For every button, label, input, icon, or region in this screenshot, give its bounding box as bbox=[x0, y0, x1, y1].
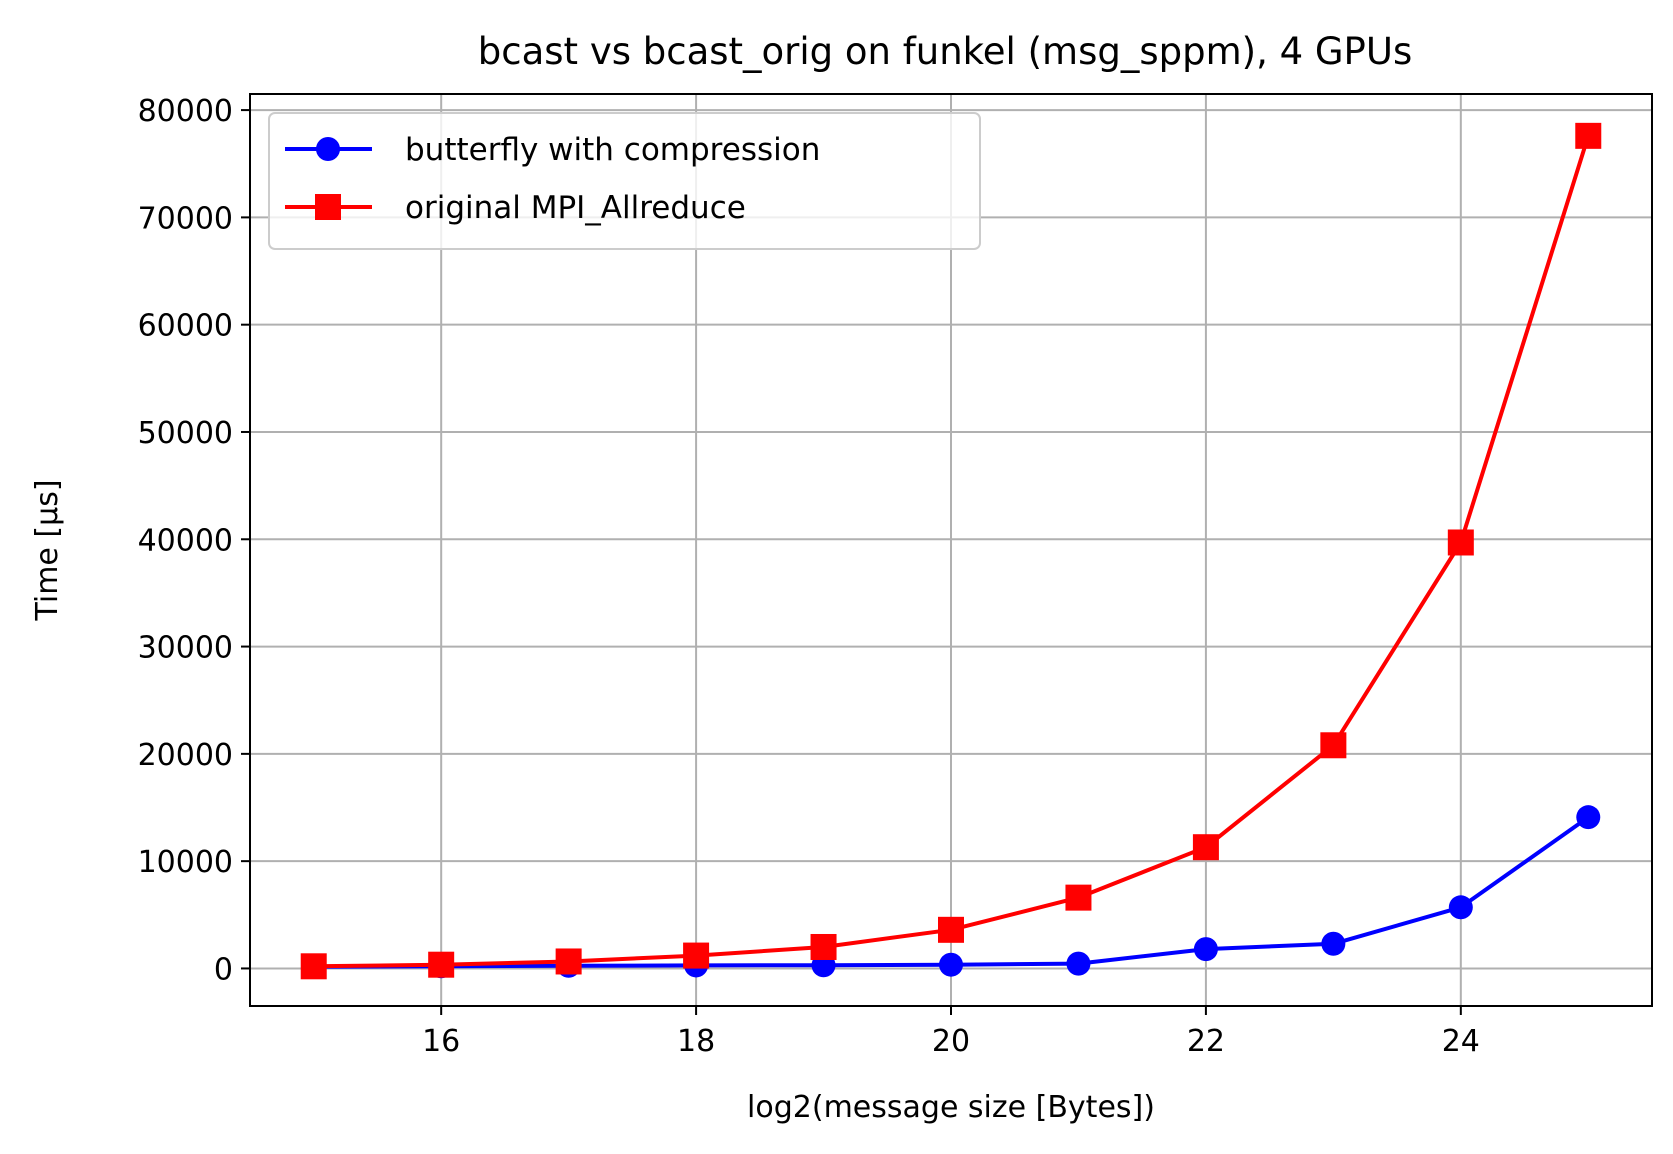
y-tick-label: 80000 bbox=[138, 94, 233, 129]
y-tick-label: 0 bbox=[214, 952, 233, 987]
x-tick-label: 18 bbox=[677, 1024, 715, 1059]
data-point bbox=[428, 951, 455, 978]
x-tick-label: 22 bbox=[1187, 1024, 1225, 1059]
legend-box bbox=[268, 112, 981, 250]
x-tick-label: 20 bbox=[932, 1024, 970, 1059]
data-point bbox=[1575, 122, 1602, 149]
data-point bbox=[1576, 805, 1601, 830]
legend-items: butterfly with compression original MPI_A… bbox=[285, 132, 820, 226]
legend-label: butterfly with compression bbox=[405, 132, 820, 168]
y-tick-label: 40000 bbox=[138, 523, 233, 558]
y-tick-label: 50000 bbox=[138, 416, 233, 451]
chart-title: bcast vs bcast_orig on funkel (msg_sppm)… bbox=[478, 30, 1412, 73]
data-point bbox=[683, 942, 710, 969]
legend-item-butterfly-compression: butterfly with compression bbox=[285, 132, 820, 168]
series-original-mpi-allreduce bbox=[300, 122, 1602, 980]
plot-series bbox=[300, 122, 1602, 980]
legend: butterfly with compression original MPI_A… bbox=[268, 112, 981, 250]
legend-label: original MPI_Allreduce bbox=[405, 190, 746, 226]
data-point bbox=[1320, 732, 1347, 759]
y-axis-label: Time [µs] bbox=[30, 479, 65, 621]
data-point bbox=[810, 933, 837, 960]
y-tick-label: 10000 bbox=[138, 845, 233, 880]
x-axis-label: log2(message size [Bytes]) bbox=[747, 1090, 1155, 1125]
data-point bbox=[1066, 951, 1091, 976]
data-point bbox=[555, 948, 582, 975]
y-tick-label: 20000 bbox=[138, 738, 233, 773]
y-tick-label: 70000 bbox=[138, 201, 233, 236]
y-axis: 0 10000 20000 30000 40000 50000 60000 70000 8000… bbox=[138, 94, 250, 987]
data-point bbox=[1192, 834, 1219, 861]
legend-marker bbox=[315, 194, 341, 220]
x-tick-label: 24 bbox=[1442, 1024, 1480, 1059]
y-tick-label: 30000 bbox=[138, 631, 233, 666]
x-axis: 16 18 20 22 24 bbox=[422, 1006, 1480, 1059]
data-point bbox=[300, 953, 327, 980]
x-tick-label: 16 bbox=[422, 1024, 460, 1059]
data-point bbox=[1321, 931, 1346, 956]
data-point bbox=[1448, 895, 1473, 920]
legend-item-original-mpi-allreduce: original MPI_Allreduce bbox=[285, 190, 746, 226]
data-point bbox=[939, 952, 963, 977]
data-point bbox=[1447, 529, 1474, 556]
legend-marker bbox=[316, 137, 340, 161]
data-point bbox=[1065, 884, 1092, 911]
data-point bbox=[1193, 937, 1218, 962]
data-point bbox=[938, 916, 964, 943]
y-tick-label: 60000 bbox=[138, 309, 233, 344]
